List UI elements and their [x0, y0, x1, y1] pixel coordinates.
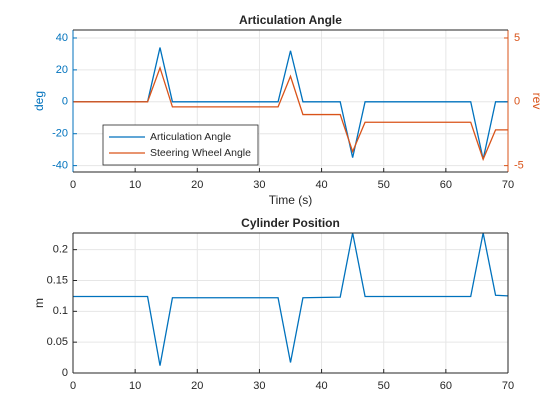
x-tick-label: 40	[315, 380, 327, 392]
data-line	[73, 232, 509, 366]
y-tick-label: 0.05	[47, 336, 68, 348]
x-tick-label: 50	[378, 380, 390, 392]
x-tick-label: 0	[70, 380, 76, 392]
y2-axis-label: rev	[530, 93, 544, 110]
x-tick-label: 70	[502, 380, 514, 392]
y-tick-label: -40	[52, 160, 68, 172]
y-axis-label: m	[32, 298, 46, 308]
chart-title: Articulation Angle	[239, 13, 342, 27]
x-tick-label: 0	[70, 179, 76, 191]
y2-tick-label: 5	[514, 32, 520, 44]
x-tick-label: 20	[191, 179, 203, 191]
plot-area	[73, 233, 508, 373]
y-tick-label: 0	[62, 367, 68, 379]
y-tick-label: 0.1	[53, 305, 68, 317]
x-tick-label: 40	[315, 179, 327, 191]
x-tick-label: 70	[502, 179, 514, 191]
x-tick-label: 30	[253, 179, 265, 191]
legend-label: Articulation Angle	[150, 131, 231, 143]
x-tick-label: 60	[440, 179, 452, 191]
legend-label: Steering Wheel Angle	[150, 147, 251, 159]
x-tick-label: 10	[129, 179, 141, 191]
x-axis-label: Time (s)	[269, 193, 313, 207]
y-axis-label: deg	[32, 91, 46, 111]
x-tick-label: 60	[440, 380, 452, 392]
y-tick-label: 20	[56, 64, 68, 76]
y2-tick-label: 0	[514, 96, 520, 108]
x-tick-label: 10	[129, 380, 141, 392]
y2-tick-label: -5	[514, 160, 524, 172]
data-line	[73, 65, 508, 162]
data-line	[73, 47, 508, 160]
x-tick-label: 50	[378, 179, 390, 191]
y-tick-label: 0.2	[53, 244, 68, 256]
chart-title: Cylinder Position	[241, 216, 340, 230]
x-tick-label: 30	[253, 380, 265, 392]
y-tick-label: 40	[56, 32, 68, 44]
x-tick-label: 20	[191, 380, 203, 392]
y-tick-label: -20	[52, 128, 68, 140]
legend	[102, 124, 259, 166]
y-tick-label: 0	[62, 96, 68, 108]
y-tick-label: 0.15	[47, 274, 68, 286]
